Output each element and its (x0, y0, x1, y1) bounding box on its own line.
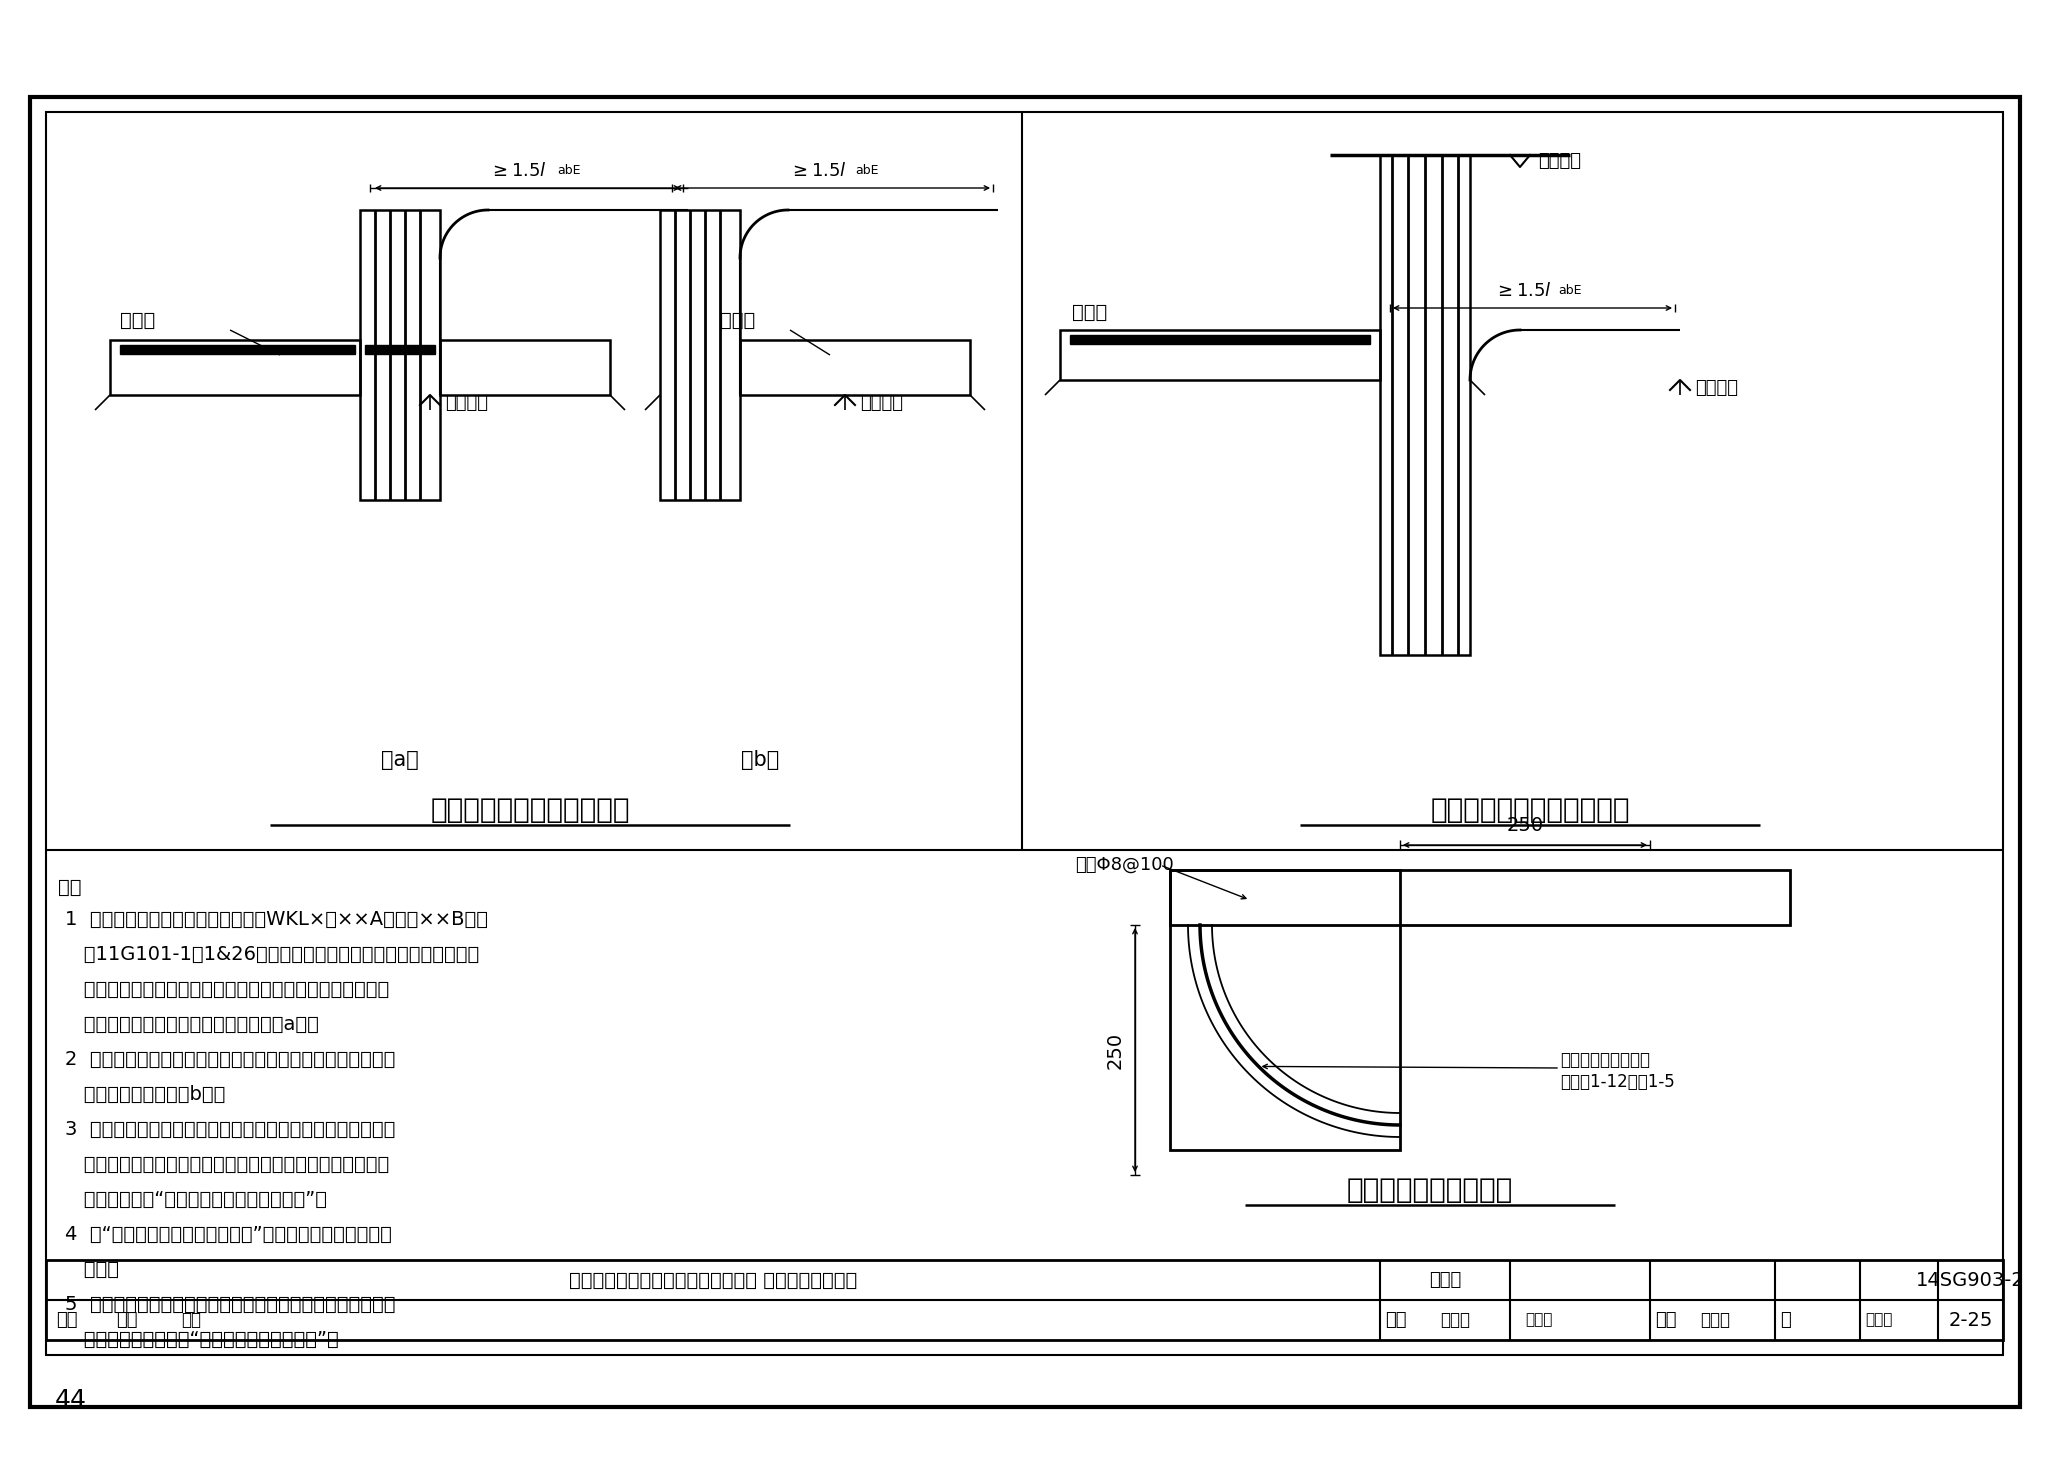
Text: 柱柱顶构造。见图（b）。: 柱柱顶构造。见图（b）。 (66, 1085, 225, 1104)
Text: 校对: 校对 (1384, 1311, 1407, 1329)
Text: $\geq$1.5$l$: $\geq$1.5$l$ (1493, 283, 1550, 300)
Text: 框架梁: 框架梁 (1071, 303, 1108, 322)
Text: 图集号: 图集号 (1430, 1271, 1460, 1289)
Text: $\geq$1.5$l$: $\geq$1.5$l$ (489, 162, 547, 181)
Text: 梁底标高: 梁底标高 (1696, 379, 1739, 396)
Bar (45, 1260, 2003, 1340)
Text: （b）: （b） (741, 750, 778, 769)
Text: 带悬臂梁的端节点柱顶构造: 带悬臂梁的端节点柱顶构造 (430, 796, 629, 825)
Text: 顶节点按顶层边柱、角柱构造，见图（a）。: 顶节点按顶层边柱、角柱构造，见图（a）。 (66, 1016, 319, 1034)
Bar (739, 339, 971, 395)
Text: 郭晓光: 郭晓光 (1866, 1313, 1892, 1327)
Bar (365, 345, 434, 354)
Text: 梁底标高: 梁底标高 (860, 393, 903, 412)
Bar (111, 339, 360, 395)
Text: 框架梁: 框架梁 (721, 310, 756, 329)
Text: 钙筋弯弧内直径见本: 钙筋弯弧内直径见本 (1561, 1050, 1651, 1069)
Text: 刘迎焉: 刘迎焉 (1440, 1311, 1470, 1329)
Bar (45, 112, 2003, 1355)
Text: 5  当柱顶角部由于钙筋弯折形成较厚的素混凝土区时，应配置: 5 当柱顶角部由于钙筋弯折形成较厚的素混凝土区时，应配置 (66, 1295, 395, 1314)
Bar (360, 210, 440, 500)
Text: 带悬臂梁、外伸柱的端节点柱顶构造 柱顶附加防裂钙筋: 带悬臂梁、外伸柱的端节点柱顶构造 柱顶附加防裂钙筋 (569, 1271, 858, 1289)
Text: 双向Φ8@100: 双向Φ8@100 (1075, 857, 1174, 874)
Text: 审核: 审核 (55, 1311, 78, 1329)
Text: 柱顶角部防裂附加钙筋: 柱顶角部防裂附加钙筋 (1348, 1176, 1513, 1203)
Text: 臂梁上部受力钙筋，其余钙筋停至柱外侧向下弯至梁底，柱: 臂梁上部受力钙筋，其余钙筋停至柱外侧向下弯至梁底，柱 (66, 981, 389, 1000)
Text: 图集然1-12页表1-5: 图集然1-12页表1-5 (1561, 1072, 1675, 1091)
Text: 设计: 设计 (1655, 1311, 1677, 1329)
Text: 标注。: 标注。 (66, 1260, 119, 1279)
Bar (1169, 870, 1401, 1150)
Text: 刘沁: 刘沁 (180, 1311, 201, 1329)
Text: 44: 44 (55, 1389, 86, 1412)
Bar (659, 210, 739, 500)
Text: 钙筋延伸至柱顶，其余钙筋弯入框架梁内，按顶层边柱、角: 钙筋延伸至柱顶，其余钙筋弯入框架梁内，按顶层边柱、角 (66, 1155, 389, 1174)
Text: abE: abE (1559, 284, 1581, 297)
Text: 2-25: 2-25 (1948, 1310, 1993, 1329)
Text: 刘迎焕: 刘迎焕 (1526, 1313, 1552, 1327)
Bar (440, 339, 610, 395)
Bar (1069, 335, 1370, 344)
Text: 1  对于一端或两端有悬臂梁（标注为WKL×（××A）或（××B），: 1 对于一端或两端有悬臂梁（标注为WKL×（××A）或（××B）， (66, 911, 487, 930)
Bar (1061, 329, 1380, 380)
Bar (121, 345, 354, 354)
Text: 4  图“带外伸柱的端节点柱顶构造”延伸至柱顶的钙筋由设计: 4 图“带外伸柱的端节点柱顶构造”延伸至柱顶的钙筋由设计 (66, 1225, 391, 1244)
Text: 郭晓光: 郭晓光 (1700, 1311, 1731, 1329)
Text: 女儿墙顶: 女儿墙顶 (1538, 152, 1581, 170)
Text: 刘敏: 刘敏 (117, 1311, 137, 1329)
Text: $\geq$1.5$l$: $\geq$1.5$l$ (788, 162, 846, 181)
Text: 页: 页 (1780, 1311, 1790, 1329)
Text: 2  当悬臂梁顶标高低于框架梁顶标高时，柱顶节点按边柱、角: 2 当悬臂梁顶标高低于框架梁顶标高时，柱顶节点按边柱、角 (66, 1050, 395, 1069)
Text: 14SG903-2: 14SG903-2 (1917, 1271, 2025, 1289)
Text: （a）: （a） (381, 750, 420, 769)
Text: abE: abE (856, 165, 879, 176)
Text: 柱构造。见图“带外伸柱的端节点柱顶构造”。: 柱构造。见图“带外伸柱的端节点柱顶构造”。 (66, 1190, 328, 1209)
Text: 250: 250 (1106, 1032, 1124, 1068)
Text: 250: 250 (1507, 816, 1544, 835)
Text: 3  当顶层框架柱延伸至女儿墙顶时，部分柱纵筋作为女儿墙柱: 3 当顶层框架柱延伸至女儿墙顶时，部分柱纵筋作为女儿墙柱 (66, 1120, 395, 1139)
Bar (1380, 154, 1470, 656)
Text: abE: abE (557, 165, 582, 176)
Bar (31, 98, 2019, 1407)
Text: 框架梁: 框架梁 (121, 310, 156, 329)
Bar (1169, 870, 1790, 925)
Text: 注：: 注： (57, 879, 82, 898)
Text: 带外伸柱的端节点柱顶构造: 带外伸柱的端节点柱顶构造 (1430, 796, 1630, 825)
Text: 见11G101-1然1&26页）的框架边柱顶节点，部分梁纵筋作为悬: 见11G101-1然1&26页）的框架边柱顶节点，部分梁纵筋作为悬 (66, 946, 479, 965)
Text: 防裂钙筋网片，见图“柱顶角部防裂附加钙筋”。: 防裂钙筋网片，见图“柱顶角部防裂附加钙筋”。 (66, 1330, 338, 1349)
Text: 梁底标高: 梁底标高 (444, 393, 487, 412)
